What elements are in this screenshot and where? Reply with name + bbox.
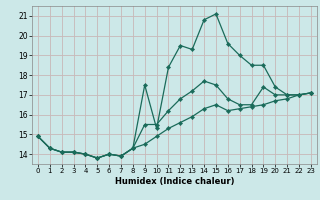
- X-axis label: Humidex (Indice chaleur): Humidex (Indice chaleur): [115, 177, 234, 186]
